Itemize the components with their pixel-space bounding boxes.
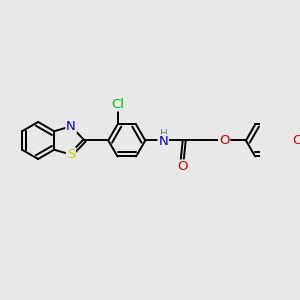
Text: O: O <box>219 134 230 147</box>
Text: Cl: Cl <box>111 98 124 110</box>
Text: O: O <box>292 134 300 147</box>
Text: N: N <box>66 120 76 133</box>
Text: H: H <box>160 130 168 140</box>
Text: S: S <box>67 148 75 161</box>
Text: N: N <box>158 135 168 148</box>
Text: O: O <box>177 160 187 173</box>
